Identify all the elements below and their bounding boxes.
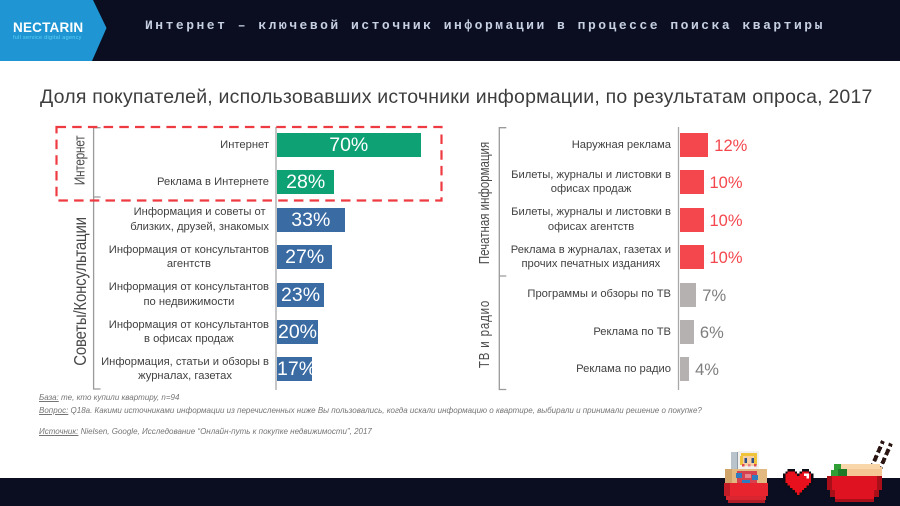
svg-text:Советы/Консультации: Советы/Консультации <box>71 217 90 366</box>
svg-text:ТВ и радио: ТВ и радио <box>476 300 493 368</box>
svg-text:Печатная информация: Печатная информация <box>476 142 493 264</box>
svg-text:Интернет: Интернет <box>71 135 87 185</box>
